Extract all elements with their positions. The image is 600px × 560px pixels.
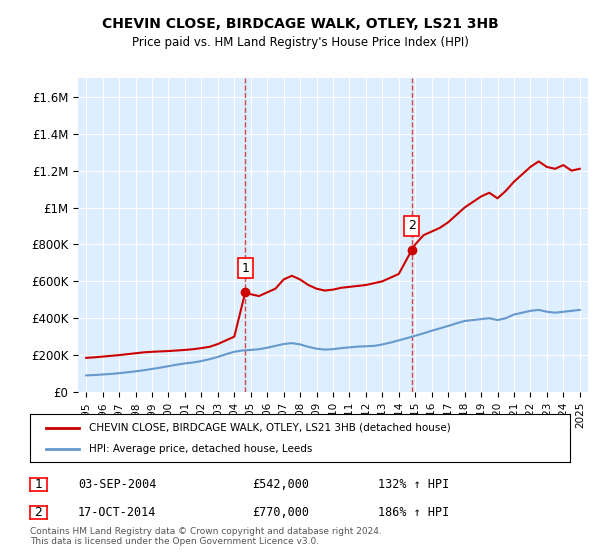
Text: £542,000: £542,000 [252,478,309,491]
Text: 132% ↑ HPI: 132% ↑ HPI [378,478,449,491]
Text: £770,000: £770,000 [252,506,309,519]
Text: 17-OCT-2014: 17-OCT-2014 [78,506,157,519]
Text: CHEVIN CLOSE, BIRDCAGE WALK, OTLEY, LS21 3HB: CHEVIN CLOSE, BIRDCAGE WALK, OTLEY, LS21… [101,17,499,31]
Text: 1: 1 [34,478,43,491]
Text: 2: 2 [34,506,43,519]
Text: Price paid vs. HM Land Registry's House Price Index (HPI): Price paid vs. HM Land Registry's House … [131,36,469,49]
Text: 1: 1 [241,262,249,274]
Text: CHEVIN CLOSE, BIRDCAGE WALK, OTLEY, LS21 3HB (detached house): CHEVIN CLOSE, BIRDCAGE WALK, OTLEY, LS21… [89,423,451,433]
Text: Contains HM Land Registry data © Crown copyright and database right 2024.
This d: Contains HM Land Registry data © Crown c… [30,526,382,546]
Text: HPI: Average price, detached house, Leeds: HPI: Average price, detached house, Leed… [89,444,313,454]
Text: 2: 2 [408,220,416,232]
Text: 03-SEP-2004: 03-SEP-2004 [78,478,157,491]
Text: 186% ↑ HPI: 186% ↑ HPI [378,506,449,519]
